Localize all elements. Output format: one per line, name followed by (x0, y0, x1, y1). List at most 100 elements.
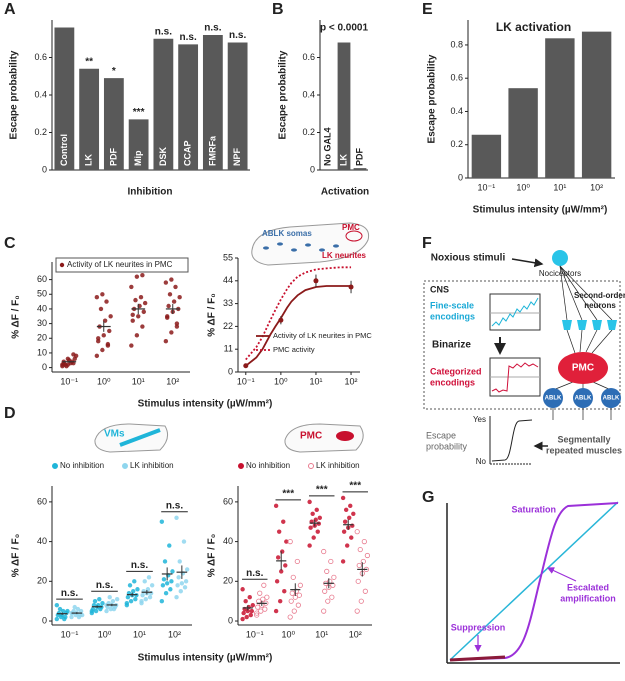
legend-marker (238, 463, 244, 469)
neuron (607, 320, 617, 330)
data-point (94, 353, 100, 359)
legend-label: Activity of LK neurites in PMC (67, 260, 173, 269)
data-point (169, 277, 174, 282)
data-point (57, 606, 63, 612)
bar (103, 78, 124, 170)
y-tick-label: 0.2 (34, 127, 47, 137)
annotation: p < 0.0001 (320, 23, 369, 34)
data-point (159, 519, 165, 524)
x-tick-label: 10¹ (132, 376, 145, 386)
x-tick-label: 10² (166, 376, 179, 386)
diagram-label: neurons (584, 301, 616, 310)
mini-plot (489, 293, 541, 331)
data-point (361, 538, 367, 545)
y-tick-label: 0.4 (34, 89, 47, 99)
y-tick-label: 20 (37, 333, 47, 343)
data-point (65, 608, 70, 614)
data-point (125, 595, 131, 600)
category-label: Mip (133, 150, 143, 166)
diagram-label: repeated muscles (546, 445, 622, 455)
data-point (273, 503, 279, 509)
neuron (577, 320, 587, 330)
soma (277, 242, 283, 246)
data-point (360, 558, 366, 565)
x-tick-label: 10¹ (553, 182, 566, 192)
data-point (246, 604, 251, 610)
y-tick-label: 0.8 (450, 39, 463, 49)
data-point (61, 608, 66, 614)
diagram-label: ABLK (575, 396, 592, 402)
data-point (331, 574, 337, 580)
legend-marker (122, 463, 128, 469)
category-label: LK (84, 154, 94, 166)
data-point (160, 583, 166, 588)
data-point (54, 602, 60, 608)
data-point (240, 616, 245, 622)
panel-letter: E (422, 1, 433, 18)
significance-label: ** (85, 56, 93, 67)
y-tick-label: 60 (37, 274, 47, 284)
data-point (293, 588, 299, 594)
x-tick-label: 10¹ (309, 376, 322, 386)
data-point (64, 363, 69, 369)
bar (178, 44, 199, 170)
data-point (76, 614, 82, 620)
data-point (313, 517, 318, 522)
data-point (295, 602, 301, 608)
data-point (133, 297, 138, 303)
y-tick-label: 0 (228, 615, 233, 625)
data-point (307, 499, 312, 505)
data-point (111, 606, 117, 612)
panel-letter: G (422, 489, 434, 506)
data-point (278, 317, 284, 323)
second-order-neurons (562, 320, 617, 330)
data-point (129, 284, 134, 290)
data-point (349, 535, 354, 540)
y-axis-label: Escape probability (9, 50, 20, 139)
y-tick-label: 44 (223, 275, 233, 285)
x-axis-label: Stimulus intensity (µW/mm²) (473, 205, 608, 216)
connection (585, 329, 598, 353)
pmc-node (558, 352, 608, 384)
diagram-label: ABLK (545, 396, 562, 402)
ablk-node (573, 388, 593, 408)
data-point (101, 333, 106, 338)
y-tick-label: 20 (223, 576, 233, 586)
x-tick-label: 10² (590, 182, 603, 192)
data-point (161, 577, 167, 582)
data-point (283, 563, 288, 568)
data-point (254, 610, 260, 616)
connection (566, 329, 576, 354)
inset-label: LK neurites (322, 251, 367, 260)
diagram-label: Second-order (574, 291, 625, 300)
y-tick-label: 0.4 (302, 89, 315, 99)
connection (559, 265, 598, 321)
bar (202, 35, 223, 170)
data-point (287, 538, 293, 545)
significance-label: n.s. (155, 26, 172, 37)
x-tick-label: 10¹ (133, 629, 146, 639)
diagram-label: PMC (572, 363, 594, 374)
y-tick-label: 0.6 (34, 52, 47, 62)
data-point (315, 529, 320, 534)
data-point (167, 543, 172, 548)
bar (581, 31, 612, 178)
significance-label: *** (282, 488, 294, 499)
data-point (297, 582, 303, 588)
data-point (255, 604, 261, 610)
soma (319, 248, 325, 252)
y-tick-label: 0.4 (450, 106, 463, 116)
y-tick-label: 0 (310, 164, 315, 174)
x-tick-label: 10² (349, 629, 362, 639)
data-point (167, 292, 173, 297)
legend-label: Activity of LK neurites in PMC (273, 331, 372, 340)
y-tick-label: 0 (42, 164, 47, 174)
diagram-label: Fine-scale (430, 300, 474, 310)
arrow (511, 258, 544, 268)
data-point (143, 596, 148, 602)
category-label: Control (59, 134, 69, 166)
larva-outline (284, 423, 364, 453)
data-point (134, 274, 140, 279)
soma-dots (263, 242, 339, 252)
bar (54, 27, 75, 170)
